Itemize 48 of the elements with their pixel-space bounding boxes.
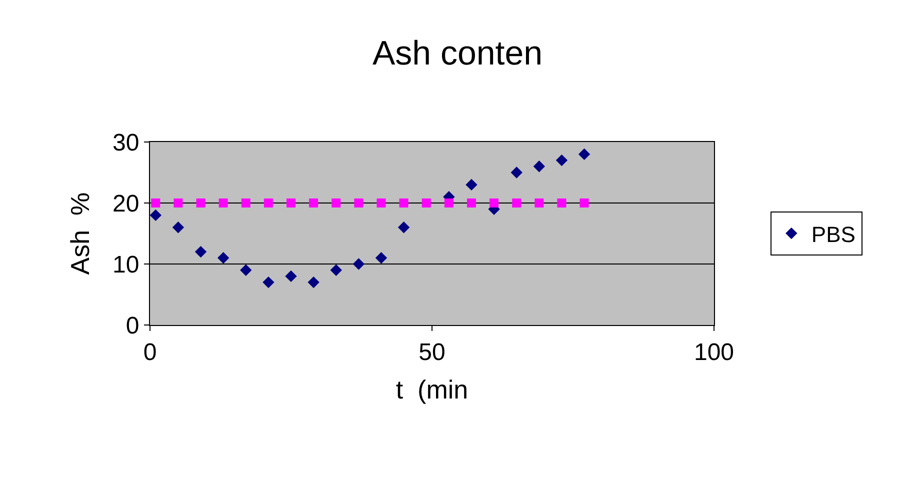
- point: [422, 198, 431, 208]
- point: [398, 222, 410, 234]
- point: [286, 198, 296, 208]
- point: [578, 148, 590, 160]
- point: [330, 264, 342, 276]
- point: [172, 222, 184, 234]
- point: [512, 198, 522, 208]
- point: [557, 198, 566, 208]
- point: [580, 198, 589, 208]
- y-tick-label: 20: [112, 190, 140, 218]
- point: [490, 198, 499, 208]
- point: [466, 178, 478, 191]
- y-tick-label: 0: [126, 312, 140, 340]
- point: [376, 198, 386, 208]
- point: [375, 252, 388, 264]
- point: [399, 198, 408, 208]
- point: [150, 209, 162, 222]
- point: [174, 198, 183, 208]
- point: [533, 160, 546, 172]
- point: [332, 198, 341, 208]
- point: [218, 198, 228, 208]
- y-tick-label: 10: [112, 251, 140, 278]
- y-tick-label: 30: [112, 129, 140, 156]
- point: [240, 264, 252, 276]
- point: [466, 198, 476, 208]
- point: [556, 154, 568, 166]
- x-axis-title: t (min: [396, 374, 468, 404]
- point: [534, 198, 544, 208]
- chart-title: Ash conten: [372, 34, 543, 72]
- point: [352, 258, 365, 270]
- x-tick-label: 0: [143, 338, 157, 366]
- x-tick-label: 100: [694, 338, 734, 366]
- point: [444, 198, 454, 208]
- point: [285, 270, 297, 282]
- point: [194, 246, 207, 258]
- x-tick-label: 50: [418, 338, 446, 366]
- point: [196, 198, 206, 208]
- point: [309, 198, 318, 208]
- point: [217, 252, 230, 264]
- point: [262, 276, 274, 288]
- point: [308, 276, 320, 288]
- point: [510, 166, 522, 178]
- point: [241, 198, 250, 208]
- legend-label: PBS: [811, 222, 856, 247]
- point: [354, 198, 364, 208]
- point: [151, 198, 160, 208]
- point: [264, 198, 273, 208]
- y-axis-title: Ash %: [64, 192, 95, 275]
